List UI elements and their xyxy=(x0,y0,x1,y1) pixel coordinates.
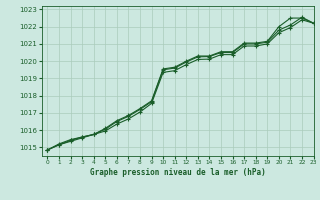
X-axis label: Graphe pression niveau de la mer (hPa): Graphe pression niveau de la mer (hPa) xyxy=(90,168,266,177)
